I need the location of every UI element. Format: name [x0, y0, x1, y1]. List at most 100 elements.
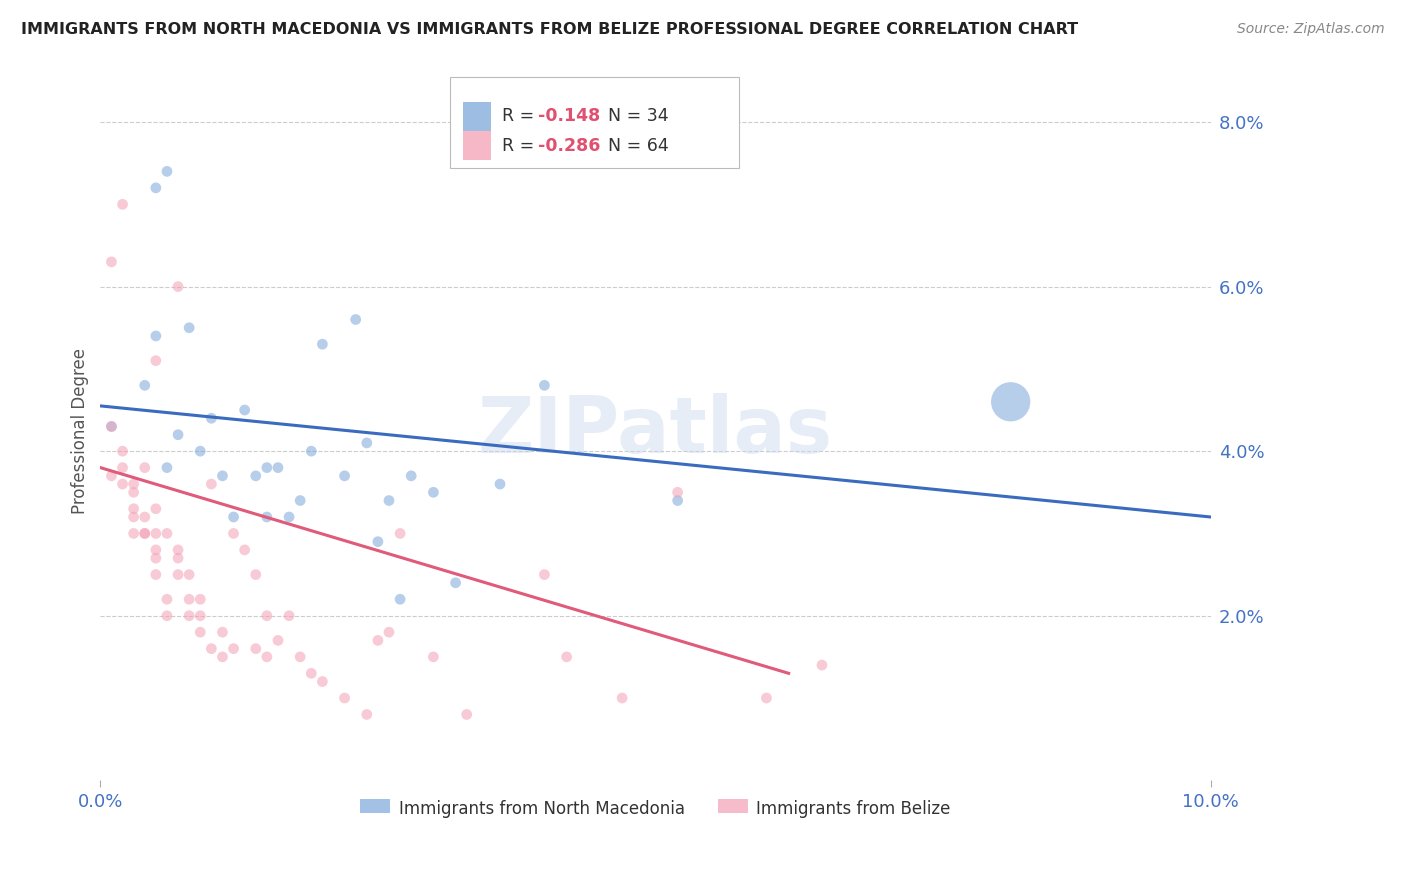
- Point: [555, 649, 578, 664]
- Text: R =: R =: [502, 136, 540, 154]
- Point: [378, 625, 401, 640]
- Point: [156, 526, 179, 541]
- Point: [333, 691, 356, 706]
- Point: [122, 501, 145, 516]
- Bar: [464, 102, 491, 131]
- Point: [256, 510, 278, 524]
- Point: [299, 444, 322, 458]
- Point: [666, 493, 689, 508]
- Point: [100, 419, 122, 434]
- Point: [422, 649, 444, 664]
- Point: [256, 608, 278, 623]
- Point: [156, 460, 179, 475]
- Point: [367, 534, 389, 549]
- Point: [444, 575, 467, 590]
- Point: [399, 468, 422, 483]
- Point: [278, 608, 301, 623]
- Point: [200, 477, 222, 491]
- Point: [111, 197, 134, 211]
- Point: [200, 641, 222, 656]
- Point: [378, 493, 401, 508]
- Point: [610, 691, 633, 706]
- Bar: [464, 131, 491, 161]
- Text: IMMIGRANTS FROM NORTH MACEDONIA VS IMMIGRANTS FROM BELIZE PROFESSIONAL DEGREE CO: IMMIGRANTS FROM NORTH MACEDONIA VS IMMIG…: [21, 22, 1078, 37]
- Point: [299, 666, 322, 681]
- Point: [333, 468, 356, 483]
- Point: [134, 460, 156, 475]
- Point: [134, 510, 156, 524]
- Point: [111, 444, 134, 458]
- Point: [167, 427, 190, 442]
- Point: [256, 649, 278, 664]
- Point: [188, 608, 211, 623]
- Point: [111, 460, 134, 475]
- Point: [122, 510, 145, 524]
- Point: [456, 707, 478, 722]
- Point: [222, 510, 245, 524]
- Point: [211, 468, 233, 483]
- Point: [134, 526, 156, 541]
- Point: [344, 312, 367, 326]
- Point: [188, 444, 211, 458]
- Point: [156, 608, 179, 623]
- Point: [145, 181, 167, 195]
- Text: Source: ZipAtlas.com: Source: ZipAtlas.com: [1237, 22, 1385, 37]
- Point: [278, 510, 301, 524]
- Point: [288, 649, 311, 664]
- Point: [111, 477, 134, 491]
- Point: [100, 255, 122, 269]
- Point: [356, 436, 378, 450]
- Point: [122, 526, 145, 541]
- Point: [122, 477, 145, 491]
- Point: [311, 674, 333, 689]
- Text: R =: R =: [502, 107, 540, 126]
- Point: [145, 501, 167, 516]
- Point: [179, 592, 201, 607]
- Point: [179, 320, 201, 334]
- Point: [533, 378, 555, 392]
- Text: ZIPatlas: ZIPatlas: [478, 392, 832, 468]
- Point: [755, 691, 778, 706]
- Point: [145, 353, 167, 368]
- Point: [389, 526, 412, 541]
- Point: [145, 329, 167, 343]
- Point: [145, 526, 167, 541]
- Point: [256, 460, 278, 475]
- Point: [145, 551, 167, 566]
- Point: [100, 419, 122, 434]
- Point: [167, 279, 190, 293]
- Point: [167, 542, 190, 557]
- Point: [311, 337, 333, 351]
- Point: [356, 707, 378, 722]
- Point: [245, 468, 267, 483]
- Point: [288, 493, 311, 508]
- Point: [666, 485, 689, 500]
- Point: [533, 567, 555, 582]
- Point: [167, 551, 190, 566]
- Point: [156, 592, 179, 607]
- Y-axis label: Professional Degree: Professional Degree: [72, 348, 89, 514]
- Point: [811, 658, 834, 673]
- Point: [233, 542, 256, 557]
- Point: [222, 526, 245, 541]
- Point: [134, 378, 156, 392]
- Point: [211, 649, 233, 664]
- Point: [188, 625, 211, 640]
- Point: [145, 567, 167, 582]
- Point: [167, 567, 190, 582]
- FancyBboxPatch shape: [450, 78, 738, 169]
- Point: [489, 477, 512, 491]
- Point: [211, 625, 233, 640]
- Point: [156, 164, 179, 178]
- Point: [200, 411, 222, 425]
- Legend: Immigrants from North Macedonia, Immigrants from Belize: Immigrants from North Macedonia, Immigra…: [353, 793, 957, 824]
- Point: [222, 641, 245, 656]
- Point: [122, 485, 145, 500]
- Point: [145, 542, 167, 557]
- Text: N = 64: N = 64: [596, 136, 668, 154]
- Point: [134, 526, 156, 541]
- Point: [267, 460, 290, 475]
- Point: [267, 633, 290, 648]
- Text: N = 34: N = 34: [596, 107, 668, 126]
- Point: [245, 567, 267, 582]
